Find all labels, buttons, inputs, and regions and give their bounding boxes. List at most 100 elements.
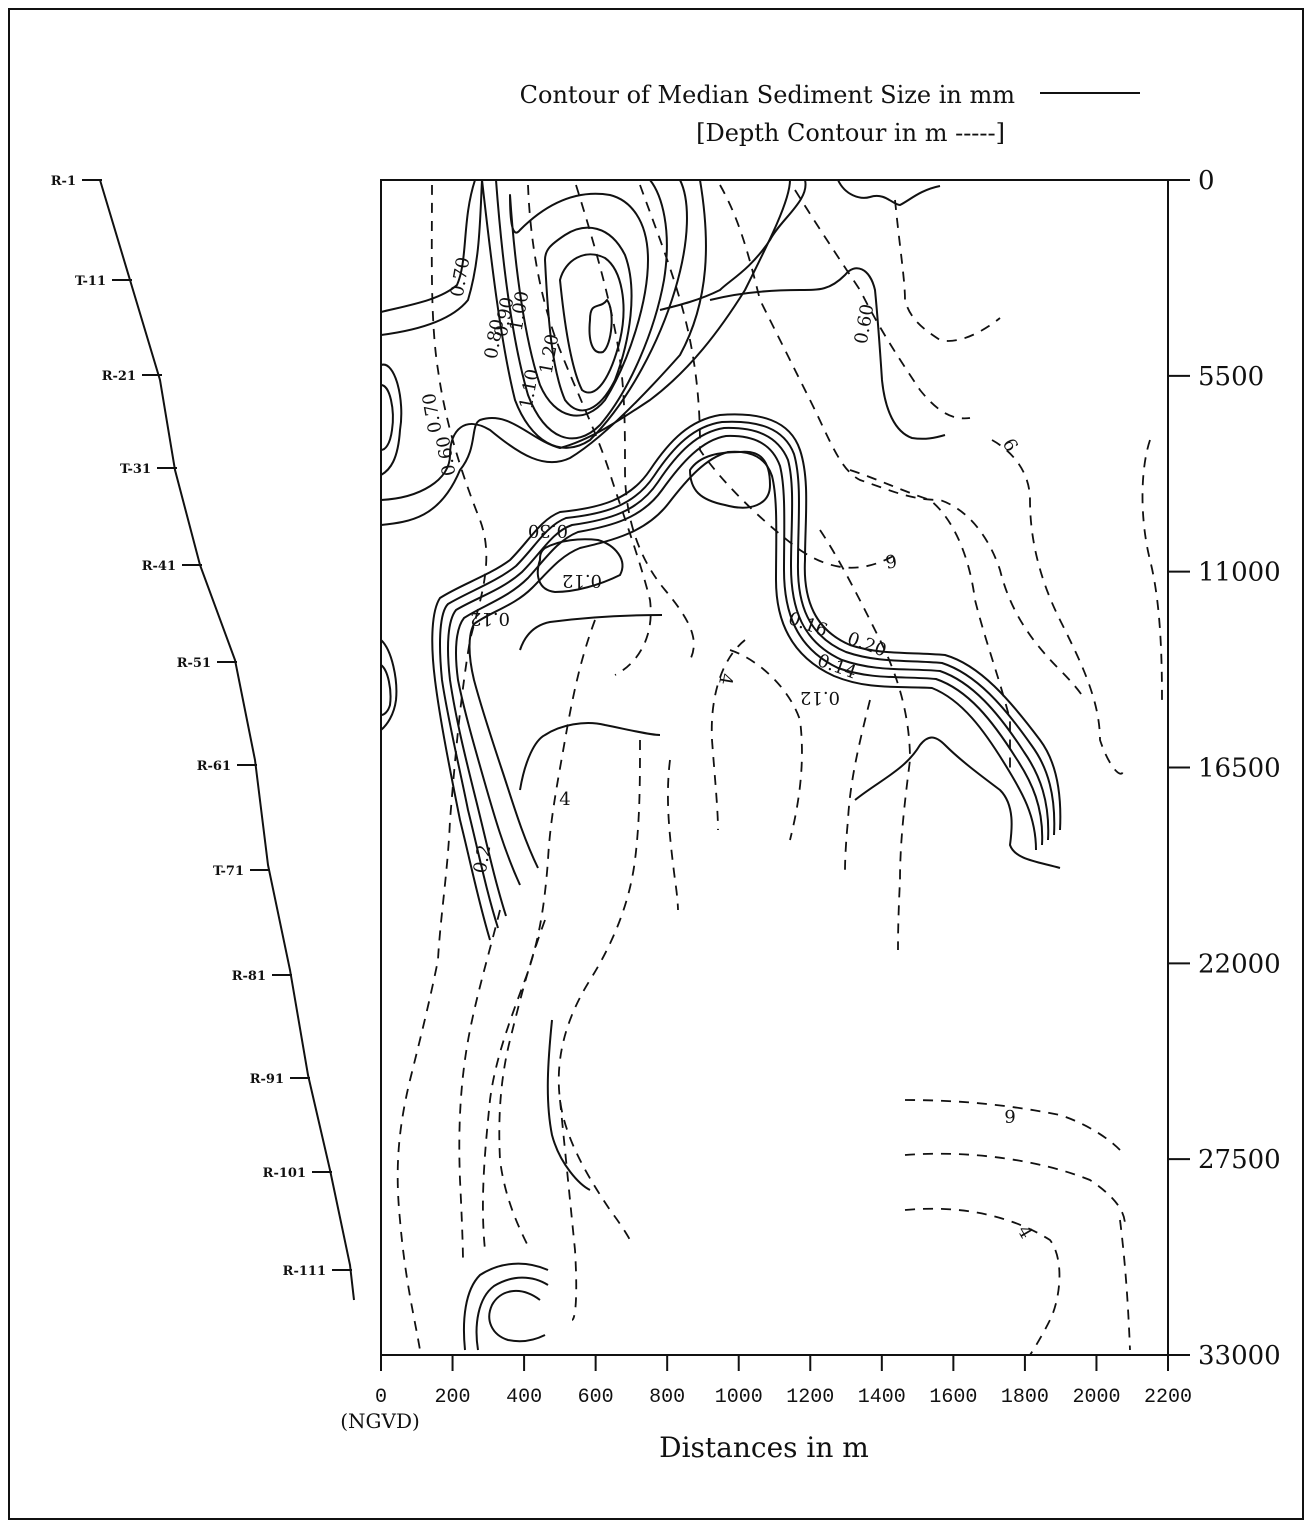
depth-contour: [794, 189, 971, 420]
x-tick-label: 2000: [1072, 1386, 1120, 1409]
station-label: R-91: [250, 1072, 284, 1087]
y-tick-label: 16500: [1198, 754, 1281, 784]
depth-contour: [904, 1207, 1061, 1356]
sediment-contour-label: 0.12: [562, 570, 602, 591]
sediment-contour-label: 0.12: [800, 687, 840, 708]
sediment-contour-label: 1.20: [536, 332, 564, 375]
sediment-contour-label: 0.30: [528, 520, 568, 541]
depth-contour: [710, 639, 746, 831]
x-origin-label: (NGVD): [340, 1409, 420, 1433]
depth-contour: [1141, 439, 1163, 701]
sediment-contour-label: 0.16: [785, 608, 830, 641]
depth-contour: [849, 469, 1011, 770]
x-tick-label: 0: [375, 1386, 387, 1409]
sediment-contour: [495, 179, 668, 440]
x-tick-label: 800: [649, 1386, 685, 1409]
depth-contour-label: 6: [883, 549, 898, 572]
y-tick-label: 33000: [1198, 1341, 1281, 1371]
sediment-contour: [519, 722, 661, 791]
station-label: R-41: [142, 559, 176, 574]
sediment-contour: [380, 179, 791, 526]
sediment-contour-label: 0.12: [470, 608, 510, 629]
sediment-contour: [439, 420, 1056, 929]
sediment-contour: [546, 1019, 591, 1191]
sediment-contour: [462, 1262, 549, 1351]
depth-contour-label: 4: [1013, 1222, 1037, 1242]
sediment-contour: [837, 179, 941, 206]
station-label: T-71: [213, 864, 244, 879]
x-tick-label: 1400: [858, 1386, 906, 1409]
sediment-contour-label: 0.60: [851, 302, 879, 345]
sediment-contour: [380, 179, 707, 501]
depth-contour: [498, 919, 546, 1251]
depth-contour: [458, 909, 501, 1261]
sediment-contour: [559, 253, 625, 394]
station-label: R-101: [263, 1166, 306, 1181]
x-tick-label: 600: [578, 1386, 614, 1409]
sediment-contour: [380, 179, 476, 313]
sediment-contour: [380, 664, 392, 716]
sediment-contour: [854, 736, 1061, 869]
sediment-contour: [475, 1276, 549, 1351]
sediment-contour: [431, 413, 1062, 941]
sediment-contour: [468, 450, 1037, 869]
sediment-contour-label: 0.14: [814, 650, 859, 683]
legend-dashed-label: [Depth Contour in m -----]: [696, 119, 1005, 147]
x-tick-label: 1200: [786, 1386, 834, 1409]
sediment-contour: [536, 538, 624, 593]
depth-contour: [559, 1099, 578, 1321]
depth-contour: [1119, 1219, 1131, 1351]
depth-contour: [904, 1099, 1121, 1151]
depth-contour: [557, 739, 641, 1241]
sediment-contour: [481, 179, 688, 449]
sediment-contour: [455, 434, 1044, 886]
y-tick-label: 11000: [1198, 558, 1281, 588]
depth-contour: [482, 619, 596, 1251]
sediment-contour-label: 1.10: [516, 367, 544, 410]
sediment-contour: [709, 267, 946, 440]
station-label: R-51: [177, 656, 211, 671]
depth-contour: [819, 529, 911, 951]
depth-contour: [991, 439, 1124, 775]
x-tick-label: 200: [435, 1386, 471, 1409]
x-tick-label: 2200: [1144, 1386, 1192, 1409]
depth-contour: [639, 184, 896, 569]
station-label: T-11: [75, 274, 106, 289]
x-tick-label: 400: [506, 1386, 542, 1409]
sediment-contour: [509, 192, 649, 417]
depth-contour: [527, 184, 652, 676]
station-label: R-61: [197, 759, 231, 774]
sediment-contour: [659, 179, 807, 311]
sediment-contour: [380, 363, 403, 476]
station-label: R-81: [232, 969, 266, 984]
x-axis-label: Distances in m: [659, 1431, 869, 1464]
y-tick-label: 27500: [1198, 1145, 1281, 1175]
sediment-contour: [544, 226, 633, 412]
depth-contour: [396, 184, 488, 1351]
sediment-contour: [380, 179, 483, 336]
sediment-contour: [447, 426, 1050, 917]
depth-contour-label: 6: [1004, 1105, 1015, 1126]
legend-solid-label: Contour of Median Sediment Size in mm: [520, 81, 1016, 109]
y-tick-label: 5500: [1198, 362, 1264, 392]
depth-contour-label: 4: [714, 671, 737, 686]
sediment-contour: [588, 299, 613, 354]
station-label: R-111: [283, 1264, 326, 1279]
depth-contour-label: 4: [559, 789, 570, 810]
x-tick-label: 1600: [929, 1386, 977, 1409]
sediment-contour: [519, 614, 663, 651]
sediment-contour: [488, 1290, 546, 1343]
sediment-contour-label: 0.70: [419, 391, 447, 434]
station-label: T-31: [120, 462, 151, 477]
depth-contour: [844, 699, 871, 871]
x-tick-label: 1000: [715, 1386, 763, 1409]
sediment-contour: [689, 450, 771, 509]
y-tick-label: 22000: [1198, 949, 1281, 979]
station-label: R-21: [102, 369, 136, 384]
y-tick-label: 0: [1198, 166, 1215, 196]
figure-frame: [8, 8, 1304, 1520]
sediment-contour-label: 1.00: [506, 289, 534, 332]
depth-contour: [729, 649, 803, 841]
depth-contour: [894, 199, 1001, 342]
